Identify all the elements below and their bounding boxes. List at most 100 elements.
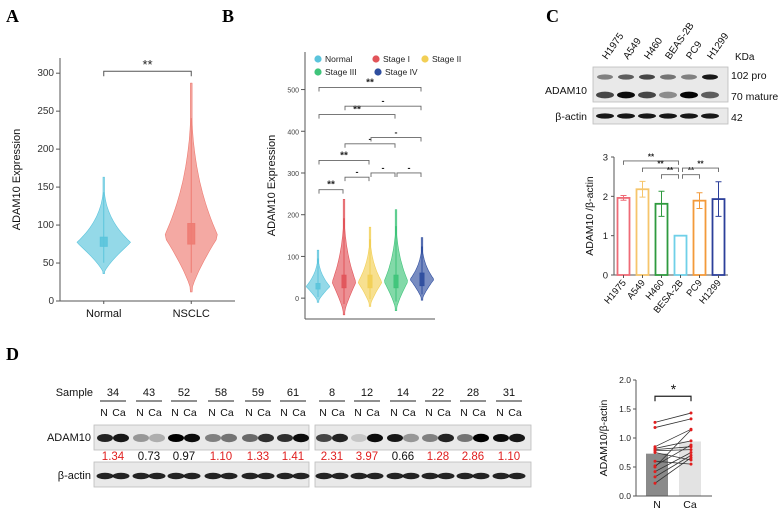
violin-normal [76,176,131,274]
iqr-box [419,272,425,287]
row-label: ADAM10 [47,432,91,444]
y-axis-label: ADAM10 /β-actin [584,176,596,256]
band-actin [680,113,698,119]
actin-band-n [96,472,114,480]
y-tick-label: 0.0 [619,491,631,501]
lane-label-n: N [390,407,398,419]
band-n [387,434,403,442]
legend-marker [372,55,380,63]
band-mature [680,91,698,99]
y-tick-label: 200 [287,213,299,220]
significance-label: ** [667,166,674,175]
lane-label-n: N [171,407,179,419]
band-ca [438,433,454,443]
sample-id: 43 [143,387,155,399]
legend-marker [374,68,382,76]
band-pro [702,74,718,80]
y-tick-label: 500 [287,88,299,95]
band-ca [113,433,129,443]
x-tick-label: N [653,499,661,511]
significance-bracket [654,395,692,402]
actin-band-ca [257,472,275,480]
legend-label: Stage I [383,54,410,64]
band-n [133,434,149,442]
paired-sample [653,417,693,430]
band-pro [639,74,655,80]
legend-label: Normal [325,54,353,64]
lane-label-ca: Ca [112,407,126,419]
significance-label: ** [340,150,348,161]
significance-bracket [344,176,370,182]
violin-nsclc [164,82,218,293]
panel-label-a: A [6,6,19,26]
sample-28: 28 N Ca 2.86 [456,387,490,480]
significance-bracket [370,172,396,177]
band-ca [473,433,489,443]
paired-sample [653,411,693,424]
sample-34: 34 N Ca 1.34 [96,387,130,480]
lane-label: PC9 [684,39,704,62]
legend-item: Stage III [314,67,357,77]
significance-bracket [318,160,370,165]
significance-label: ** [327,180,335,191]
band-ca [258,433,274,443]
sample-12: 12 N Ca 3.97 [350,387,384,480]
iqr-box [341,274,347,289]
pair-line [654,449,692,452]
band-ca [332,433,348,443]
ratio-value: 1.10 [498,451,520,463]
sample-8: 8N Ca 2.31 [315,387,349,480]
error-bar [658,190,665,217]
band-n [351,434,367,442]
panel-label-c: C [546,6,559,26]
point-n [653,470,657,474]
band-n [205,434,221,442]
lane-label-n: N [100,407,108,419]
sample-id: 28 [467,387,479,399]
sample-31: 31 N Ca 1.10 [492,387,526,480]
error-bar [620,195,627,201]
actin-band-ca [112,472,130,480]
actin-band-ca [366,472,384,480]
sample-14: 14 N Ca 0.66 [386,387,420,480]
legend-label: Stage III [325,67,357,77]
lane-label: H460 [642,35,665,61]
bar-n [646,453,668,496]
bar-a549 [635,188,650,276]
row-label: ADAM10 [545,85,587,97]
point-n [653,420,657,424]
band-n [168,434,184,442]
violin-stage-iii [384,209,408,311]
significance-bracket [344,143,396,148]
sample-22: 22 N Ca 1.28 [421,387,455,480]
actin-band-ca [292,472,310,480]
band-mature [596,91,614,99]
lane-label: A549 [621,36,644,62]
iqr-box [367,274,373,289]
band-ca [403,433,419,443]
sample-id: 58 [215,387,227,399]
legend-marker [314,68,322,76]
band-actin [701,113,719,119]
significance-label: * [671,381,677,397]
point-ca [689,462,693,466]
band-actin [617,113,635,119]
x-tick-label: NSCLC [173,308,210,320]
bar-ca [679,441,701,496]
panel-label-d: D [6,344,19,364]
paired-sample [653,453,693,479]
pair-line [654,412,692,423]
violin-normal [305,249,331,303]
pair-line [654,457,692,484]
band-n [242,434,258,442]
actin-band-ca [183,472,201,480]
lane-label-ca: Ca [183,407,197,419]
paired-sample [653,456,693,485]
paired-sample [653,451,693,474]
lane-label-n: N [245,407,253,419]
actin-band-ca [437,472,455,480]
actin-band-n [350,472,368,480]
panel-d-western-blot: Sample ADAM10 β-actin 34 N Ca 1.34 43 N Ca 0.73 52 N… [47,387,532,488]
kda-label: 42 [731,112,743,124]
